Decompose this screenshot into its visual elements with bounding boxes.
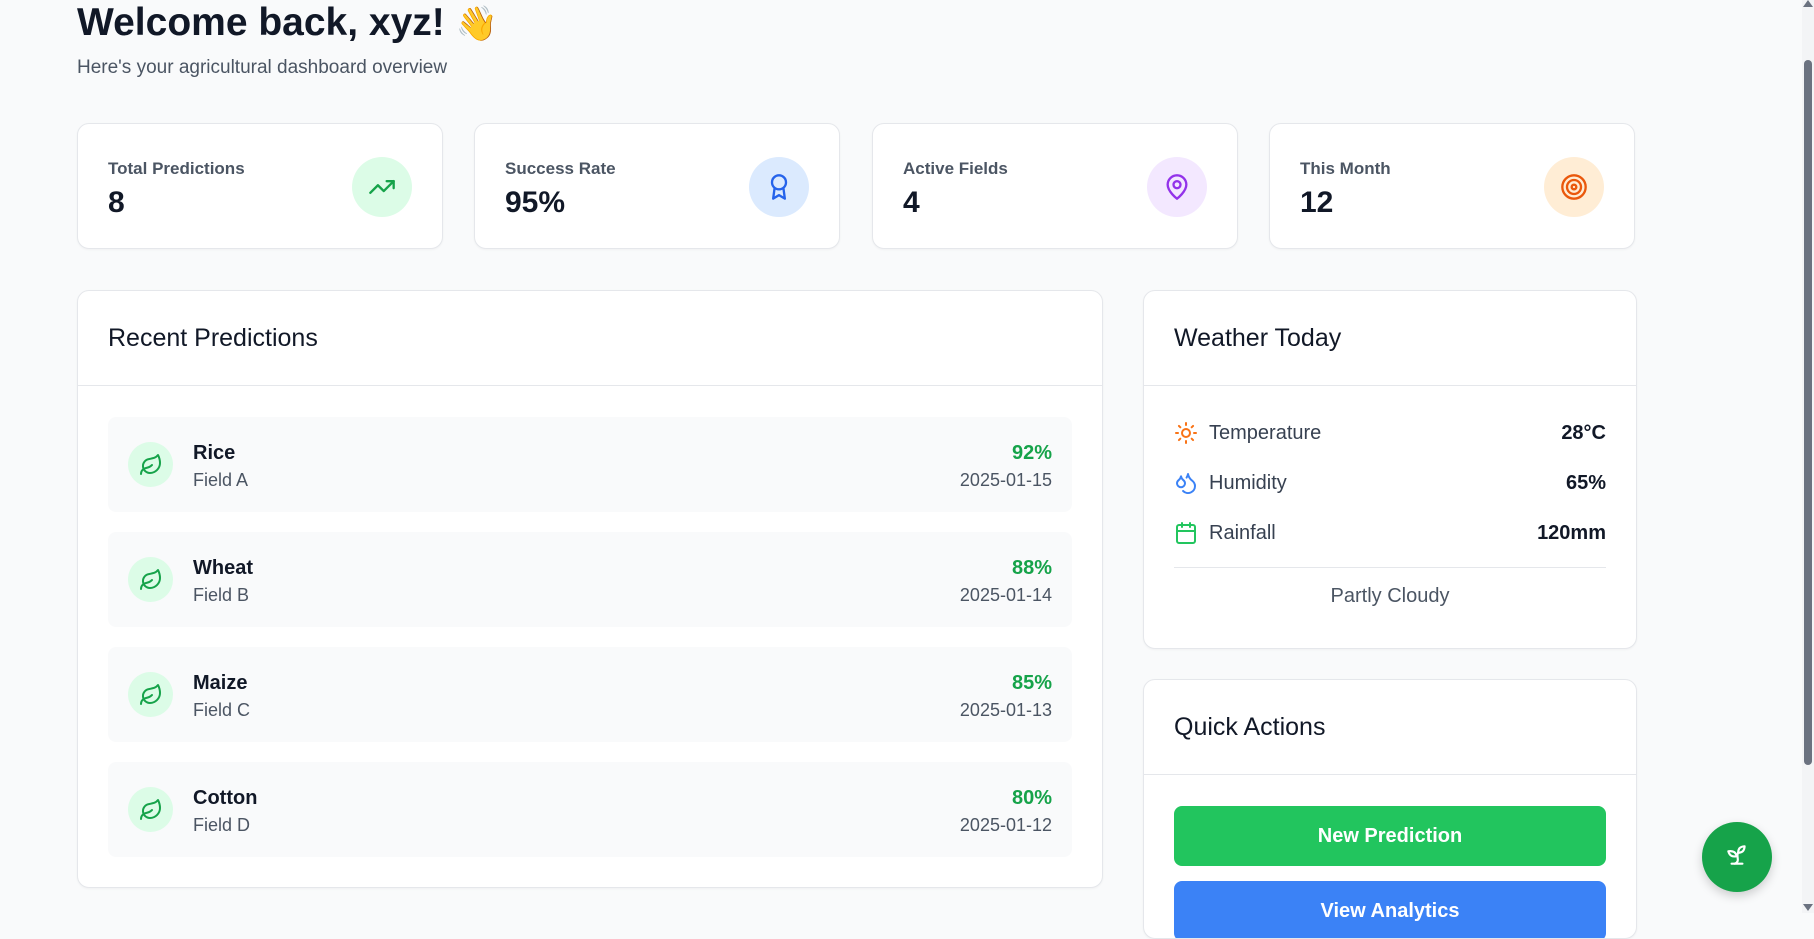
page-title: Welcome back, xyz! 👋 bbox=[77, 0, 498, 47]
stat-card-active-fields: Active Fields 4 bbox=[872, 123, 1238, 249]
calendar-icon bbox=[1174, 521, 1198, 545]
confidence-value: 92% bbox=[1011, 442, 1052, 464]
scroll-down-arrow-icon[interactable] bbox=[1803, 904, 1813, 911]
scrollbar-thumb[interactable] bbox=[1804, 60, 1812, 765]
prediction-item[interactable]: Maize Field C 85% 2025-01-13 bbox=[108, 647, 1072, 742]
card-header: Weather Today bbox=[1144, 291, 1636, 386]
stat-value: 12 bbox=[1300, 186, 1334, 219]
prediction-date: 2025-01-13 bbox=[959, 700, 1052, 720]
target-icon bbox=[1544, 157, 1604, 217]
card-header: Quick Actions bbox=[1144, 680, 1636, 775]
prediction-date: 2025-01-15 bbox=[959, 470, 1052, 490]
quick-actions-card: Quick Actions New Prediction View Analyt… bbox=[1143, 679, 1637, 939]
divider bbox=[1174, 567, 1606, 568]
prediction-item[interactable]: Cotton Field D 80% 2025-01-12 bbox=[108, 762, 1072, 857]
card-title: Quick Actions bbox=[1174, 712, 1326, 741]
confidence-value: 80% bbox=[1011, 787, 1052, 809]
leaf-icon bbox=[128, 672, 173, 717]
sun-icon bbox=[1174, 421, 1198, 445]
stat-label: Success Rate bbox=[505, 159, 616, 178]
crop-name: Maize bbox=[193, 672, 248, 694]
weather-value: 28°C bbox=[1561, 421, 1606, 444]
stat-card-total-predictions: Total Predictions 8 bbox=[77, 123, 443, 249]
stat-value: 8 bbox=[108, 186, 125, 219]
crop-name: Rice bbox=[193, 442, 236, 464]
scroll-up-arrow-icon[interactable] bbox=[1803, 0, 1813, 7]
stat-label: Total Predictions bbox=[108, 159, 245, 178]
weather-value: 120mm bbox=[1537, 521, 1606, 544]
field-name: Field C bbox=[193, 700, 251, 720]
weather-label: Humidity bbox=[1209, 471, 1287, 494]
new-prediction-button[interactable]: New Prediction bbox=[1174, 806, 1606, 866]
stat-value: 4 bbox=[903, 186, 920, 219]
weather-label: Temperature bbox=[1209, 421, 1322, 444]
card-title: Recent Predictions bbox=[108, 323, 318, 352]
confidence-value: 88% bbox=[1011, 557, 1052, 579]
prediction-date: 2025-01-14 bbox=[959, 585, 1052, 605]
card-header: Recent Predictions bbox=[78, 291, 1102, 386]
page-subtitle: Here's your agricultural dashboard overv… bbox=[77, 57, 448, 78]
weather-row-rainfall: Rainfall 120mm bbox=[1174, 518, 1606, 548]
stat-card-success-rate: Success Rate 95% bbox=[474, 123, 840, 249]
weather-value: 65% bbox=[1565, 471, 1606, 494]
sprout-icon bbox=[1724, 842, 1750, 873]
weather-condition: Partly Cloudy bbox=[1330, 585, 1450, 607]
leaf-icon bbox=[128, 787, 173, 832]
crop-name: Wheat bbox=[193, 557, 253, 579]
weather-row-humidity: Humidity 65% bbox=[1174, 468, 1606, 498]
field-name: Field D bbox=[193, 815, 251, 835]
field-name: Field B bbox=[193, 585, 250, 605]
confidence-value: 85% bbox=[1011, 672, 1052, 694]
prediction-item[interactable]: Wheat Field B 88% 2025-01-14 bbox=[108, 532, 1072, 627]
stat-card-this-month: This Month 12 bbox=[1269, 123, 1635, 249]
welcome-text: Welcome back, xyz! bbox=[77, 1, 445, 44]
stat-label: This Month bbox=[1300, 159, 1391, 178]
award-icon bbox=[749, 157, 809, 217]
stat-label: Active Fields bbox=[903, 159, 1008, 178]
droplets-icon bbox=[1174, 471, 1198, 495]
recent-predictions-card: Recent Predictions Rice Field A 92% 2025… bbox=[77, 290, 1103, 888]
map-pin-icon bbox=[1147, 157, 1207, 217]
wave-emoji: 👋 bbox=[455, 5, 498, 43]
vertical-scrollbar[interactable] bbox=[1802, 0, 1814, 913]
trending-up-icon bbox=[352, 157, 412, 217]
leaf-icon bbox=[128, 557, 173, 602]
weather-card: Weather Today Temperature 28°C Humidity … bbox=[1143, 290, 1637, 649]
weather-label: Rainfall bbox=[1209, 521, 1276, 544]
prediction-date: 2025-01-12 bbox=[959, 815, 1052, 835]
view-analytics-button[interactable]: View Analytics bbox=[1174, 881, 1606, 938]
field-name: Field A bbox=[193, 470, 249, 490]
leaf-icon bbox=[128, 442, 173, 487]
card-title: Weather Today bbox=[1174, 323, 1342, 352]
prediction-item[interactable]: Rice Field A 92% 2025-01-15 bbox=[108, 417, 1072, 512]
weather-row-temperature: Temperature 28°C bbox=[1174, 418, 1606, 448]
stat-value: 95% bbox=[505, 186, 566, 219]
floating-action-button[interactable] bbox=[1702, 822, 1772, 892]
crop-name: Cotton bbox=[193, 787, 258, 809]
